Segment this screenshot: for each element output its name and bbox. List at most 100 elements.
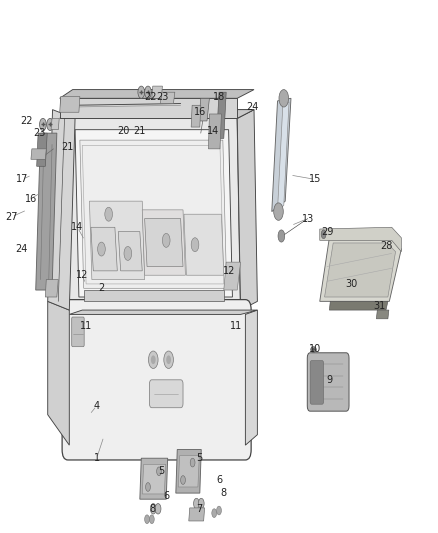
Polygon shape: [89, 201, 145, 280]
Text: 10: 10: [309, 344, 321, 354]
Text: 28: 28: [381, 241, 393, 252]
Polygon shape: [118, 232, 142, 271]
Circle shape: [105, 207, 113, 221]
Text: 8: 8: [150, 504, 156, 514]
Polygon shape: [178, 456, 199, 487]
Circle shape: [278, 230, 285, 242]
Text: 12: 12: [76, 270, 88, 280]
Text: 14: 14: [207, 126, 219, 136]
Polygon shape: [278, 102, 289, 210]
Text: 27: 27: [6, 212, 18, 222]
Text: 17: 17: [16, 174, 28, 184]
Text: 11: 11: [230, 321, 242, 331]
Text: 30: 30: [345, 279, 357, 289]
Polygon shape: [140, 458, 168, 499]
Text: 4: 4: [94, 401, 100, 411]
Circle shape: [164, 351, 173, 368]
Circle shape: [279, 90, 289, 107]
Polygon shape: [142, 210, 185, 275]
Polygon shape: [184, 214, 224, 275]
Polygon shape: [152, 86, 162, 98]
Text: 6: 6: [163, 491, 169, 500]
Circle shape: [39, 118, 46, 131]
Polygon shape: [237, 110, 258, 310]
Text: 5: 5: [158, 466, 165, 477]
Circle shape: [217, 506, 221, 515]
Text: 21: 21: [62, 142, 74, 152]
Text: 23: 23: [33, 128, 45, 138]
Polygon shape: [45, 280, 58, 297]
Circle shape: [212, 509, 217, 518]
Text: 15: 15: [309, 174, 321, 184]
Text: 24: 24: [15, 244, 28, 254]
Text: 22: 22: [20, 116, 32, 126]
Circle shape: [194, 498, 199, 509]
Polygon shape: [208, 114, 221, 149]
Text: 14: 14: [71, 222, 84, 232]
Circle shape: [157, 467, 162, 475]
FancyBboxPatch shape: [72, 317, 84, 346]
Text: 22: 22: [144, 92, 157, 102]
Polygon shape: [325, 243, 396, 297]
Polygon shape: [68, 314, 245, 445]
Text: 16: 16: [25, 193, 37, 204]
Polygon shape: [320, 238, 401, 301]
Text: 11: 11: [79, 321, 92, 331]
Polygon shape: [48, 301, 69, 445]
Polygon shape: [36, 133, 57, 290]
Circle shape: [166, 356, 171, 364]
Text: 24: 24: [247, 102, 259, 112]
Circle shape: [274, 203, 283, 220]
Circle shape: [151, 356, 155, 364]
Text: 23: 23: [157, 92, 169, 102]
Text: 21: 21: [134, 126, 146, 136]
Circle shape: [190, 458, 195, 467]
FancyBboxPatch shape: [307, 353, 349, 411]
Polygon shape: [224, 262, 240, 290]
Circle shape: [321, 230, 326, 239]
Polygon shape: [80, 140, 227, 288]
Text: 2: 2: [98, 283, 105, 293]
Circle shape: [198, 498, 204, 509]
Circle shape: [180, 475, 185, 484]
Circle shape: [162, 233, 170, 247]
Text: 12: 12: [223, 266, 236, 276]
Text: 16: 16: [194, 107, 206, 117]
Polygon shape: [51, 118, 59, 130]
Text: 9: 9: [326, 375, 332, 385]
Circle shape: [98, 242, 105, 256]
Text: 1: 1: [94, 453, 100, 463]
Circle shape: [47, 118, 53, 131]
Polygon shape: [84, 290, 224, 301]
Circle shape: [145, 86, 152, 98]
Polygon shape: [217, 92, 226, 139]
Polygon shape: [60, 96, 80, 112]
Circle shape: [145, 515, 149, 523]
Text: 13: 13: [302, 214, 314, 223]
Polygon shape: [245, 310, 258, 445]
Circle shape: [150, 504, 156, 514]
Polygon shape: [145, 219, 183, 266]
Polygon shape: [60, 90, 254, 98]
Polygon shape: [272, 98, 291, 212]
Polygon shape: [60, 110, 254, 118]
Polygon shape: [75, 130, 233, 297]
Polygon shape: [37, 133, 47, 166]
Text: 5: 5: [197, 453, 203, 463]
Circle shape: [138, 86, 145, 98]
Polygon shape: [199, 98, 209, 121]
Text: 6: 6: [216, 475, 222, 485]
Polygon shape: [142, 464, 166, 494]
Text: 31: 31: [374, 301, 386, 311]
Circle shape: [149, 515, 154, 523]
Text: 29: 29: [321, 227, 333, 237]
Polygon shape: [160, 92, 175, 103]
Polygon shape: [48, 110, 75, 310]
Polygon shape: [189, 508, 205, 521]
Text: 7: 7: [197, 504, 203, 514]
Circle shape: [148, 351, 158, 368]
Polygon shape: [320, 227, 401, 252]
FancyBboxPatch shape: [62, 300, 251, 460]
FancyBboxPatch shape: [310, 361, 324, 404]
Text: 18: 18: [213, 92, 225, 102]
